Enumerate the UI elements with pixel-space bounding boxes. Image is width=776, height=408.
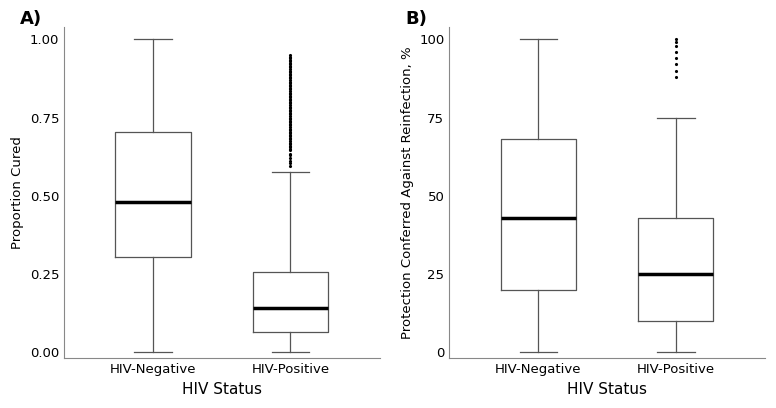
Text: A): A)	[20, 10, 42, 28]
Y-axis label: Proportion Cured: Proportion Cured	[11, 136, 24, 249]
Y-axis label: Protection Conferred Against Reinfection, %: Protection Conferred Against Reinfection…	[400, 47, 414, 339]
X-axis label: HIV Status: HIV Status	[567, 382, 647, 397]
Text: B): B)	[405, 10, 427, 28]
X-axis label: HIV Status: HIV Status	[182, 382, 262, 397]
